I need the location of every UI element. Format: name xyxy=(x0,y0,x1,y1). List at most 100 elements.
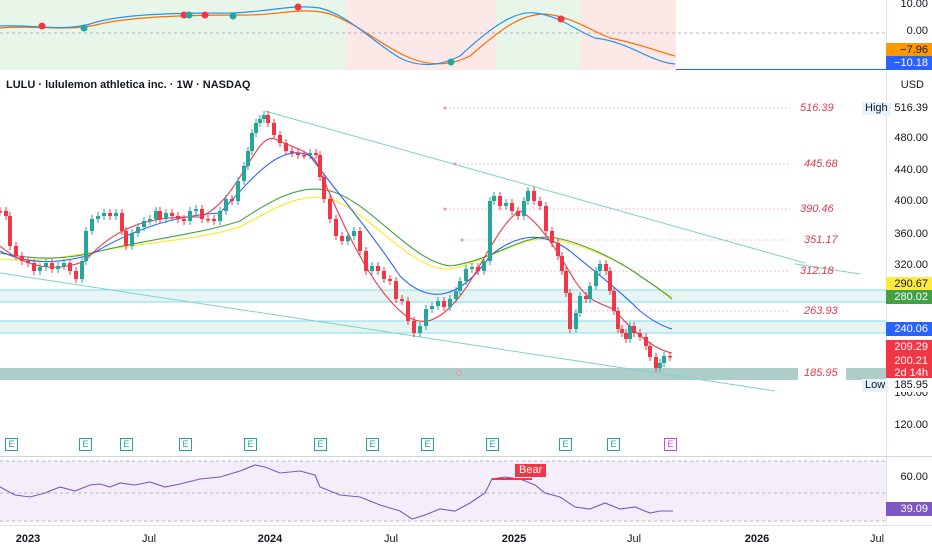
time-label: Jul xyxy=(383,533,399,545)
candle-body xyxy=(84,231,88,261)
candle-body xyxy=(498,196,502,206)
high-value-tag: 516.39 xyxy=(886,101,932,115)
candle-body xyxy=(258,119,262,123)
candle-body xyxy=(328,199,332,219)
ma-yellow xyxy=(0,196,673,298)
candle-body xyxy=(376,266,380,271)
candle-body xyxy=(50,263,54,269)
main-price-pane[interactable]: LULU · lululemon athletica inc. · 1W · N… xyxy=(0,71,932,457)
osc-signal-value-tag: −7.96 xyxy=(886,43,932,57)
candle-body xyxy=(318,155,322,177)
time-label: 2023 xyxy=(15,533,41,545)
candle-body xyxy=(412,321,416,333)
candle-body xyxy=(556,243,560,256)
candle-body xyxy=(578,296,582,313)
rsi-value-tag: 39.09 xyxy=(886,502,932,516)
earnings-marker[interactable]: E xyxy=(607,438,620,451)
earnings-marker[interactable]: E xyxy=(179,438,192,451)
channel-upper-line xyxy=(264,110,806,264)
candle-body xyxy=(26,261,30,263)
osc-cross-dot xyxy=(180,11,188,19)
candlestick-series xyxy=(0,111,672,372)
time-axis[interactable]: 2023 Jul 2024 Jul 2025 Jul 2026 Jul xyxy=(0,525,932,550)
rsi-tick: 60.00 xyxy=(900,471,928,483)
candle-body xyxy=(364,251,368,271)
candle-body xyxy=(604,264,608,271)
candle-body xyxy=(550,231,554,243)
candle-body xyxy=(662,356,666,363)
candle-body xyxy=(182,219,186,221)
candle-body xyxy=(296,153,300,155)
candle-body xyxy=(574,313,578,329)
candle-body xyxy=(568,293,572,329)
candle-body xyxy=(400,299,404,301)
earnings-marker[interactable]: E xyxy=(120,438,133,451)
candle-body xyxy=(346,236,350,241)
candle-body xyxy=(284,143,288,151)
candle-body xyxy=(136,227,140,233)
rsi-axis[interactable]: 60.00 39.09 xyxy=(886,457,932,525)
osc-cross-dot xyxy=(557,15,565,23)
candle-body xyxy=(20,256,24,261)
earnings-marker[interactable]: E xyxy=(366,438,379,451)
candle-body xyxy=(628,326,632,339)
candle-body xyxy=(644,337,648,346)
earnings-marker[interactable]: E xyxy=(486,438,499,451)
candle-body xyxy=(206,219,210,221)
level-label: 185.95 xyxy=(804,367,838,379)
candle-body xyxy=(612,291,616,311)
earnings-marker[interactable]: E xyxy=(559,438,572,451)
candle-body xyxy=(200,209,204,219)
candle-body xyxy=(624,333,628,339)
candle-body xyxy=(668,356,672,358)
candle-body xyxy=(532,191,536,201)
candle-body xyxy=(584,296,588,299)
candle-body xyxy=(594,271,598,286)
candle-body xyxy=(148,219,152,221)
price-tick: 120.00 xyxy=(894,419,928,431)
ma-red-value-tag: 209.29 xyxy=(886,340,932,354)
candle-body xyxy=(476,267,480,271)
earnings-marker[interactable]: E xyxy=(5,438,18,451)
candle-body xyxy=(194,209,198,211)
candle-body xyxy=(302,155,306,157)
earnings-marker[interactable]: E xyxy=(664,438,677,451)
oscillator-plot xyxy=(0,0,886,70)
earnings-marker[interactable]: E xyxy=(314,438,327,451)
low-zone xyxy=(846,368,886,380)
osc-price-axis[interactable]: 10.00 0.00 −7.96 −10.18 xyxy=(886,0,932,70)
rsi-pane[interactable]: Bear 60.00 39.09 xyxy=(0,457,932,525)
candle-body xyxy=(492,196,496,201)
candle-body xyxy=(538,201,542,206)
ma-blue-value-tag: 240.06 xyxy=(886,322,932,336)
main-price-axis[interactable]: USD 480.00 440.00 400.00 360.00 320.00 1… xyxy=(886,71,932,456)
earnings-marker[interactable]: E xyxy=(421,438,434,451)
candle-body xyxy=(120,213,124,231)
candle-body xyxy=(176,216,180,219)
candle-body xyxy=(4,211,8,216)
oscillator-pane[interactable]: 10.00 0.00 −7.96 −10.18 xyxy=(0,0,932,70)
osc-cross-dot xyxy=(447,58,455,66)
candle-body xyxy=(358,231,362,251)
candle-body xyxy=(616,311,620,329)
candle-body xyxy=(394,281,398,299)
candle-body xyxy=(44,263,48,267)
candle-body xyxy=(242,166,246,181)
earnings-marker[interactable]: E xyxy=(79,438,92,451)
candle-body xyxy=(32,263,36,271)
candle-body xyxy=(250,133,254,151)
candle-body xyxy=(454,291,458,299)
candle-body xyxy=(218,211,222,221)
osc-cross-dot xyxy=(185,11,193,19)
earnings-marker[interactable]: E xyxy=(244,438,257,451)
low-label: Low xyxy=(862,379,889,392)
candle-body xyxy=(382,271,386,279)
price-tick: 440.00 xyxy=(894,164,928,176)
price-tick: 400.00 xyxy=(894,195,928,207)
symbol-header[interactable]: LULU · lululemon athletica inc. · 1W · N… xyxy=(6,79,251,91)
time-label: Jul xyxy=(626,533,642,545)
level-label: 445.68 xyxy=(804,158,838,170)
candle-body xyxy=(470,267,474,269)
price-tick: 480.00 xyxy=(894,132,928,144)
osc-cross-dot xyxy=(229,12,237,20)
